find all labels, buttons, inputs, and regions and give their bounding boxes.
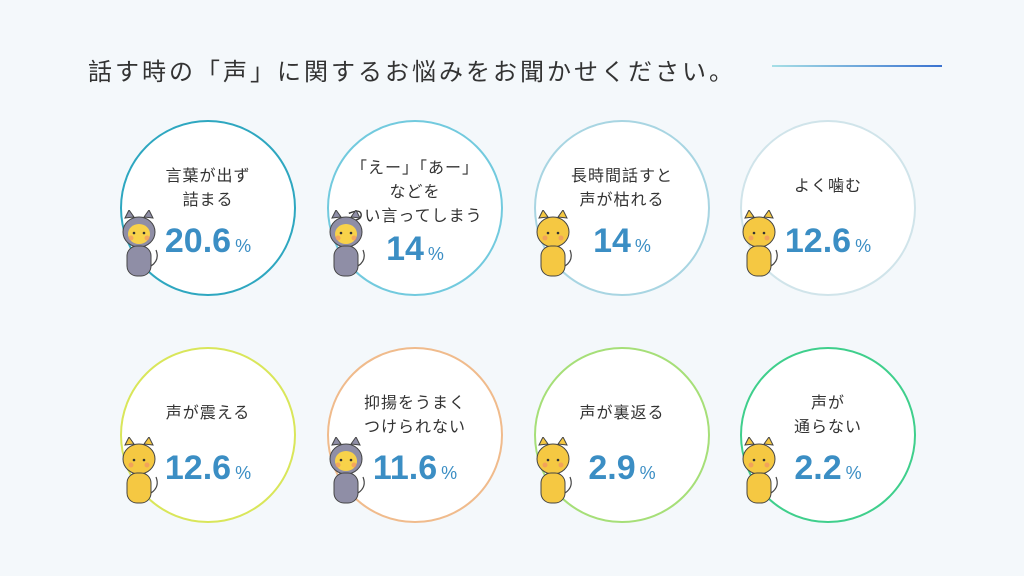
yellow-cat-megaphone-icon [736, 436, 782, 509]
yellow-cat-mask-icon [530, 209, 576, 282]
gray-devil-cat-standing-icon [323, 436, 369, 509]
result-percentage: 2.2% [742, 449, 914, 488]
yellow-cat-shaking-icon [116, 436, 162, 509]
percentage-value: 2.9 [588, 449, 636, 487]
label-line: つい言ってしまう [347, 206, 483, 225]
label-line: つけられない [363, 417, 466, 436]
result-percentage: 11.6% [329, 449, 501, 488]
percentage-unit: % [235, 236, 252, 256]
result-percentage: 2.9% [536, 449, 708, 488]
label-line: 言葉が出ず [165, 166, 251, 185]
label-line: 通らない [793, 417, 862, 436]
label-line: よく噛む [793, 176, 862, 195]
percentage-value: 14 [593, 222, 631, 260]
label-line: 声が [810, 393, 845, 412]
percentage-value: 14 [386, 230, 424, 268]
yellow-cat-icon [736, 209, 782, 282]
percentage-unit: % [235, 463, 252, 483]
result-card: 声が通らない 2.2% [740, 347, 916, 523]
result-percentage: 12.6% [742, 222, 914, 261]
percentage-unit: % [427, 244, 444, 264]
label-line: 詰まる [182, 190, 234, 209]
yellow-cat-surprised-icon [530, 436, 576, 509]
percentage-unit: % [639, 463, 656, 483]
percentage-value: 11.6 [372, 449, 438, 487]
label-line: 「えー」「あー」 [350, 158, 479, 177]
page-title: 話す時の「声」に関するお悩みをお聞かせください。 [88, 58, 736, 86]
label-line: 声が枯れる [579, 190, 665, 209]
result-percentage: 20.6% [122, 222, 294, 261]
gray-devil-cat-speech-bubble-icon [116, 209, 162, 282]
result-label: 声が 通らない [742, 391, 914, 439]
result-label: 声が裏返る [536, 401, 708, 425]
result-percentage: 14% [536, 222, 708, 261]
percentage-value: 2.2 [794, 449, 842, 487]
percentage-value: 12.6 [784, 222, 852, 260]
percentage-unit: % [855, 236, 872, 256]
label-line: 長時間話すと [570, 166, 673, 185]
result-percentage: 14% [329, 230, 501, 269]
result-label: 言葉が出ず 詰まる [122, 164, 294, 212]
percentage-value: 12.6 [164, 449, 232, 487]
result-label: 抑揚をうまく つけられない [329, 391, 501, 439]
gray-devil-cat-sitting-icon [323, 209, 369, 282]
percentage-value: 20.6 [164, 222, 232, 260]
result-label: よく噛む [742, 174, 914, 198]
result-card: 長時間話すと 声が枯れる 14% [534, 120, 710, 296]
label-line: などを [389, 182, 441, 201]
label-line: 声が裏返る [579, 403, 665, 422]
result-label: 長時間話すと 声が枯れる [536, 164, 708, 212]
label-line: 抑揚をうまく [363, 393, 466, 412]
percentage-unit: % [845, 463, 862, 483]
result-label: 「えー」「あー」 などをつい言ってしまう [329, 156, 501, 228]
result-percentage: 12.6% [122, 449, 294, 488]
percentage-unit: % [634, 236, 651, 256]
result-label: 声が震える [122, 401, 294, 425]
title-divider [772, 65, 942, 67]
percentage-unit: % [441, 463, 458, 483]
label-line: 声が震える [165, 403, 251, 422]
